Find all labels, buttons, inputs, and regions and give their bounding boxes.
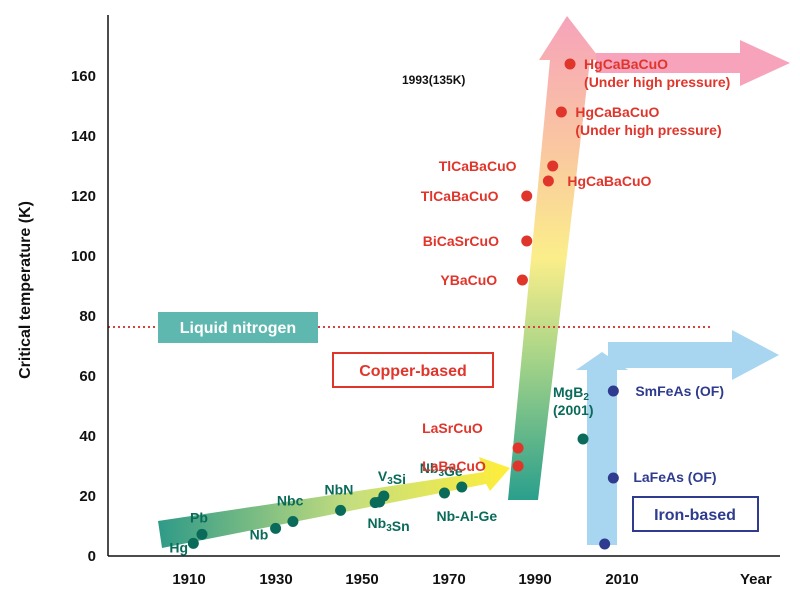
cuprate-data-point [516, 274, 528, 286]
x-tick-label: 1930 [259, 571, 292, 588]
cuprate-data-point [521, 235, 533, 247]
y-tick-label: 60 [79, 368, 96, 385]
x-axis-label: Year [740, 571, 772, 588]
liquid-nitrogen-label: Liquid nitrogen [180, 320, 296, 337]
y-tick-label: 80 [79, 308, 96, 325]
iron-based-label: Iron-based [654, 507, 736, 524]
cuprate-point-label: (Under high pressure) [584, 74, 730, 90]
conventional-point-label: Nb-Al-Ge [436, 508, 497, 524]
cuprate-point-label: (Under high pressure) [575, 122, 721, 138]
cuprate-point-label: LaSrCuO [422, 420, 483, 436]
y-axis-label: Critical temperature (K) [17, 201, 34, 379]
x-tick-label: 1910 [172, 571, 205, 588]
cuprate-data-point [542, 175, 554, 187]
conventional-point-label: Pb [190, 509, 208, 525]
cuprate-point-label: LaBaCuO [422, 458, 486, 474]
cuprate-data-point [555, 106, 567, 118]
y-tick-label: 160 [71, 68, 96, 85]
x-ticks: 1910 1930 1950 1970 1990 2010 [172, 571, 638, 588]
iron-data-point [607, 385, 619, 397]
conventional-data-point [287, 516, 299, 527]
iron-data-point [607, 472, 619, 484]
cuprate-point-label: HgCaBaCuO [584, 56, 668, 72]
conventional-data-point [270, 522, 282, 534]
iron-based-box [632, 496, 759, 532]
cuprate-data-point [547, 160, 559, 172]
cuprate-data-point [521, 190, 533, 202]
x-tick-label: 1950 [345, 571, 378, 588]
conventional-data-point [335, 504, 347, 516]
y-tick-label: 0 [88, 548, 96, 565]
cuprate-point-label: TlCaBaCuO [421, 188, 499, 204]
y-tick-label: 140 [71, 128, 96, 145]
conventional-point-label: NbN [325, 481, 354, 497]
cuprate-point-label: HgCaBaCuO [567, 173, 651, 189]
conventional-point-label: Nb [250, 526, 269, 542]
iron-horizontal-arrow [608, 330, 779, 380]
iron-point-label: LaFeAs (OF) [633, 469, 716, 485]
iron-data-point [599, 538, 611, 550]
conventional-data-point [196, 528, 208, 540]
conventional-data-point [577, 433, 589, 445]
cuprate-data-point [564, 58, 576, 70]
x-tick-label: 2010 [605, 571, 638, 588]
conventional-data-point [378, 490, 390, 502]
data-points-layer [187, 58, 619, 550]
conventional-point-label: V3Si [378, 468, 406, 487]
y-tick-label: 20 [79, 488, 96, 505]
x-tick-label: 1990 [518, 571, 551, 588]
liquid-nitrogen-box [158, 312, 318, 343]
cuprate-data-point [512, 442, 524, 454]
conventional-point-label: (2001) [553, 402, 593, 418]
conventional-arrow [158, 457, 510, 548]
copper-based-label: Copper-based [359, 363, 467, 380]
cuprate-data-point [512, 460, 524, 472]
cuprate-point-label: TlCaBaCuO [439, 158, 517, 174]
copper-based-box [332, 352, 494, 388]
iron-vertical-arrow [576, 352, 628, 545]
conventional-point-label: Hg [169, 539, 188, 555]
cuprate-point-label: YBaCuO [440, 272, 497, 288]
annotation-1993: 1993(135K) [402, 73, 465, 87]
x-tick-label: 1970 [432, 571, 465, 588]
y-tick-label: 40 [79, 428, 96, 445]
y-ticks: 0 20 40 60 80 100 120 140 160 [71, 68, 96, 565]
conventional-data-point [456, 481, 468, 493]
y-tick-label: 120 [71, 188, 96, 205]
cuprate-top-arrow [596, 40, 790, 86]
iron-point-label: SmFeAs (OF) [635, 383, 724, 399]
cuprate-arrow [508, 16, 601, 500]
y-tick-label: 100 [71, 248, 96, 265]
conventional-point-label: Nb3Sn [368, 515, 410, 534]
cuprate-point-label: HgCaBaCuO [575, 104, 659, 120]
conventional-point-label: Nbc [277, 493, 304, 509]
cuprate-point-label: BiCaSrCuO [423, 233, 499, 249]
conventional-data-point [438, 487, 450, 499]
conventional-point-label: MgB2 [553, 384, 589, 403]
conventional-point-label: Nb3Ge [420, 460, 463, 479]
conventional-data-point [187, 537, 199, 549]
